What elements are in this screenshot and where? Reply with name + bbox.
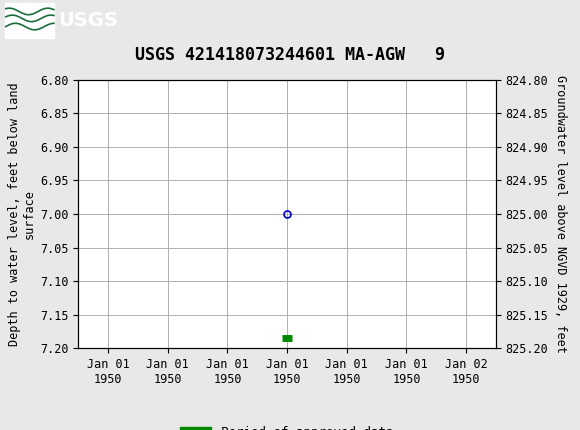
Y-axis label: Depth to water level, feet below land
surface: Depth to water level, feet below land su… bbox=[8, 82, 36, 346]
FancyBboxPatch shape bbox=[5, 3, 54, 37]
Y-axis label: Groundwater level above NGVD 1929, feet: Groundwater level above NGVD 1929, feet bbox=[554, 75, 567, 353]
Text: USGS: USGS bbox=[58, 11, 118, 30]
Legend: Period of approved data: Period of approved data bbox=[175, 421, 399, 430]
Text: USGS 421418073244601 MA-AGW   9: USGS 421418073244601 MA-AGW 9 bbox=[135, 46, 445, 64]
